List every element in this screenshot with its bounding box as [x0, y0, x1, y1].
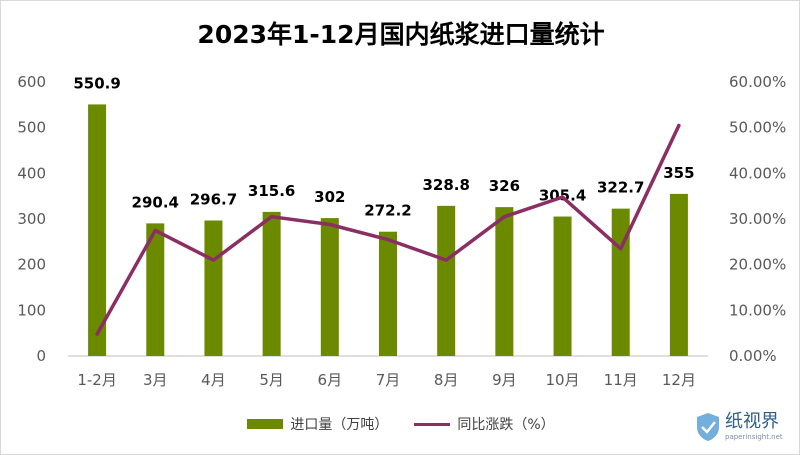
- bar-data-label: 550.9: [73, 74, 120, 92]
- x-tick-label: 7月: [376, 371, 401, 389]
- bar-data-label: 272.2: [364, 202, 411, 220]
- bar-4: [262, 211, 281, 356]
- y-right-tick-label: 50.00%: [729, 119, 786, 137]
- watermark-logo: 纸视界 paperinsight.net: [695, 406, 785, 448]
- bar-data-label: 328.8: [422, 176, 469, 194]
- watermark-text: 纸视界: [725, 411, 779, 432]
- bar-data-label: 290.4: [132, 193, 179, 211]
- y-right-tick-label: 60.00%: [729, 73, 786, 91]
- y-left-tick-label: 600: [17, 73, 46, 91]
- x-tick-label: 5月: [259, 371, 284, 389]
- bar-3: [204, 220, 223, 356]
- x-tick-label: 8月: [434, 371, 459, 389]
- bar-10: [611, 208, 630, 356]
- chart-legend: 进口量（万吨） 同比涨跌（%）: [1, 414, 799, 434]
- x-tick-label: 3月: [143, 371, 168, 389]
- watermark-shield-icon: [697, 413, 719, 441]
- bar-data-label: 326: [489, 177, 520, 195]
- yoy-change-line: [95, 123, 681, 336]
- y-right-tick-label: 10.00%: [729, 301, 786, 319]
- legend-label-yoy-change: 同比涨跌（%）: [457, 417, 555, 433]
- bar-data-label: 302: [314, 188, 345, 206]
- y-left-tick-label: 200: [17, 256, 46, 274]
- bar-2: [146, 223, 165, 356]
- y-left-tick-label: 0: [36, 347, 46, 365]
- legend-swatch-bar: [247, 419, 284, 429]
- y-right-tick-label: 30.00%: [729, 210, 786, 228]
- bar-data-label: 296.7: [190, 191, 237, 209]
- x-tick-label: 4月: [201, 371, 226, 389]
- x-tick-label: 12月: [662, 371, 696, 389]
- bar-data-label: 315.6: [248, 182, 295, 200]
- x-tick-label: 10月: [545, 371, 579, 389]
- y-left-tick-label: 100: [17, 301, 46, 319]
- legend-item-import-volume: 进口量（万吨）: [247, 414, 388, 434]
- x-tick-label: 1-2月: [77, 371, 117, 389]
- bar-7: [437, 205, 456, 356]
- bar-6: [379, 231, 397, 356]
- y-left-tick-label: 400: [17, 164, 46, 182]
- legend-label-import-volume: 进口量（万吨）: [290, 417, 389, 433]
- x-tick-label: 9月: [492, 371, 517, 389]
- bar-1: [88, 104, 107, 356]
- y-left-tick-label: 500: [17, 119, 46, 137]
- y-right-tick-label: 20.00%: [729, 256, 786, 274]
- y-right-tick-label: 40.00%: [729, 164, 786, 182]
- legend-swatch-line: [414, 422, 451, 426]
- chart-title: 2023年1-12月国内纸浆进口量统计: [197, 20, 605, 49]
- legend-item-yoy-change: 同比涨跌（%）: [414, 414, 555, 434]
- bar-5: [320, 218, 339, 356]
- watermark-url: paperinsight.net: [725, 433, 783, 441]
- x-tick-label: 6月: [318, 371, 343, 389]
- x-tick-label: 11月: [604, 371, 638, 389]
- bar-data-label: 355: [663, 164, 694, 182]
- y-left-tick-label: 300: [17, 210, 46, 228]
- y-right-tick-label: 0.00%: [729, 347, 777, 365]
- bar-9: [553, 216, 572, 356]
- bar-11: [669, 193, 688, 356]
- bar-8: [495, 207, 514, 356]
- bar-data-label: 322.7: [597, 179, 644, 197]
